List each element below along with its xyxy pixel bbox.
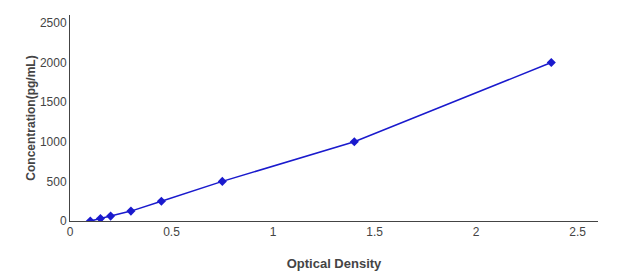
svg-text:2.5: 2.5 xyxy=(569,225,586,239)
svg-text:0: 0 xyxy=(67,225,74,239)
svg-text:Concentration(pg/mL): Concentration(pg/mL) xyxy=(24,55,38,180)
svg-text:2: 2 xyxy=(473,225,480,239)
svg-text:2000: 2000 xyxy=(40,56,67,70)
svg-text:0.5: 0.5 xyxy=(163,225,180,239)
svg-text:2500: 2500 xyxy=(40,16,67,30)
svg-text:Optical Density: Optical Density xyxy=(287,256,382,271)
svg-text:1: 1 xyxy=(270,225,277,239)
svg-text:1500: 1500 xyxy=(40,95,67,109)
svg-text:500: 500 xyxy=(47,175,67,189)
svg-text:0: 0 xyxy=(60,214,67,228)
svg-text:1000: 1000 xyxy=(40,135,67,149)
svg-text:1.5: 1.5 xyxy=(366,225,383,239)
